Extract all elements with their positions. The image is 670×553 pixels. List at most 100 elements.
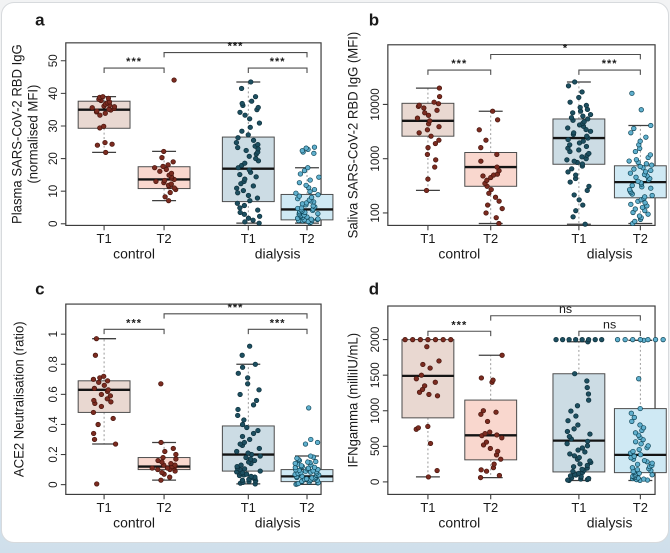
data-point <box>425 423 431 430</box>
data-point <box>637 163 643 170</box>
data-point <box>478 375 485 381</box>
data-point <box>629 465 636 471</box>
data-point <box>645 443 651 449</box>
data-point <box>632 206 638 212</box>
group-label-control: control <box>113 247 155 262</box>
data-point <box>170 159 176 165</box>
data-point <box>568 408 574 414</box>
data-point <box>425 337 431 343</box>
data-point <box>247 116 253 122</box>
data-point <box>247 436 253 443</box>
data-point <box>91 385 98 391</box>
data-point <box>632 430 639 436</box>
data-point <box>576 197 582 203</box>
data-point <box>492 194 499 200</box>
data-point <box>642 200 648 206</box>
data-point <box>587 431 593 437</box>
data-point <box>237 109 243 115</box>
data-point <box>315 192 321 198</box>
box-group-dialysis-t2 <box>613 90 667 227</box>
data-point <box>570 214 576 220</box>
data-point <box>94 481 100 487</box>
y-tick-label: 50 <box>46 54 60 67</box>
group-label-dialysis: dialysis <box>587 247 633 262</box>
data-point <box>250 217 256 223</box>
box-group-control-t2 <box>137 381 191 483</box>
data-point <box>641 476 647 482</box>
data-point <box>95 421 101 428</box>
data-point <box>316 174 322 180</box>
data-point <box>565 136 571 143</box>
data-point <box>308 216 314 222</box>
significance-bracket <box>427 69 492 75</box>
data-point <box>584 187 590 194</box>
data-point <box>434 393 441 399</box>
data-point <box>433 157 439 163</box>
data-point <box>478 145 484 151</box>
data-point <box>173 456 179 462</box>
data-point <box>652 337 659 343</box>
data-point <box>641 457 648 464</box>
data-point <box>584 462 590 468</box>
data-point <box>599 337 605 343</box>
data-point <box>660 337 666 343</box>
data-point <box>567 451 573 457</box>
data-point <box>94 108 100 114</box>
panel-letter: b <box>369 11 379 30</box>
data-point <box>630 448 636 454</box>
data-point <box>247 456 254 462</box>
data-point <box>579 89 585 95</box>
box-group-control-t2 <box>137 77 191 204</box>
data-point <box>487 429 493 435</box>
x-tick-label: T1 <box>97 500 112 515</box>
data-point <box>586 183 592 189</box>
data-point <box>162 194 168 200</box>
data-point <box>420 361 426 368</box>
data-point <box>158 439 164 446</box>
data-point <box>637 337 644 343</box>
data-point <box>580 202 586 208</box>
data-point <box>635 178 641 184</box>
x-tick-label: T1 <box>420 500 435 515</box>
data-point <box>250 430 257 437</box>
data-point <box>622 337 628 343</box>
y-tick-label: 10000 <box>368 88 382 121</box>
data-point <box>574 403 581 409</box>
data-point <box>110 415 116 422</box>
data-point <box>499 352 505 358</box>
x-tick-label: T2 <box>633 500 648 515</box>
significance-label: *** <box>126 318 142 330</box>
y-tick-label: 0.4 <box>46 416 60 433</box>
data-point <box>173 451 179 458</box>
data-point <box>90 376 97 382</box>
data-point <box>162 448 168 455</box>
data-point <box>480 408 487 414</box>
data-point <box>494 117 501 123</box>
x-tick-label: T2 <box>299 231 314 246</box>
data-point <box>104 396 110 402</box>
data-point <box>160 454 166 461</box>
data-point <box>436 137 442 143</box>
data-point <box>571 192 577 198</box>
data-point <box>242 112 248 118</box>
data-point <box>633 157 640 163</box>
data-point <box>494 164 500 170</box>
data-point <box>428 133 434 139</box>
data-point <box>431 99 437 105</box>
data-point <box>587 112 594 118</box>
data-point <box>565 477 571 483</box>
data-point <box>638 441 644 447</box>
significance-label: *** <box>228 41 244 53</box>
box-group-dialysis-t2 <box>280 144 334 226</box>
data-point <box>303 145 309 151</box>
data-point <box>567 179 573 185</box>
data-point <box>164 465 171 471</box>
data-point <box>235 190 241 196</box>
data-point <box>306 405 312 411</box>
significance-bracket <box>247 67 308 73</box>
data-point <box>423 187 430 194</box>
data-point <box>93 336 100 342</box>
panel-letter: c <box>35 280 44 299</box>
group-label-dialysis: dialysis <box>255 516 301 531</box>
box-group-dialysis-t1 <box>552 337 606 484</box>
